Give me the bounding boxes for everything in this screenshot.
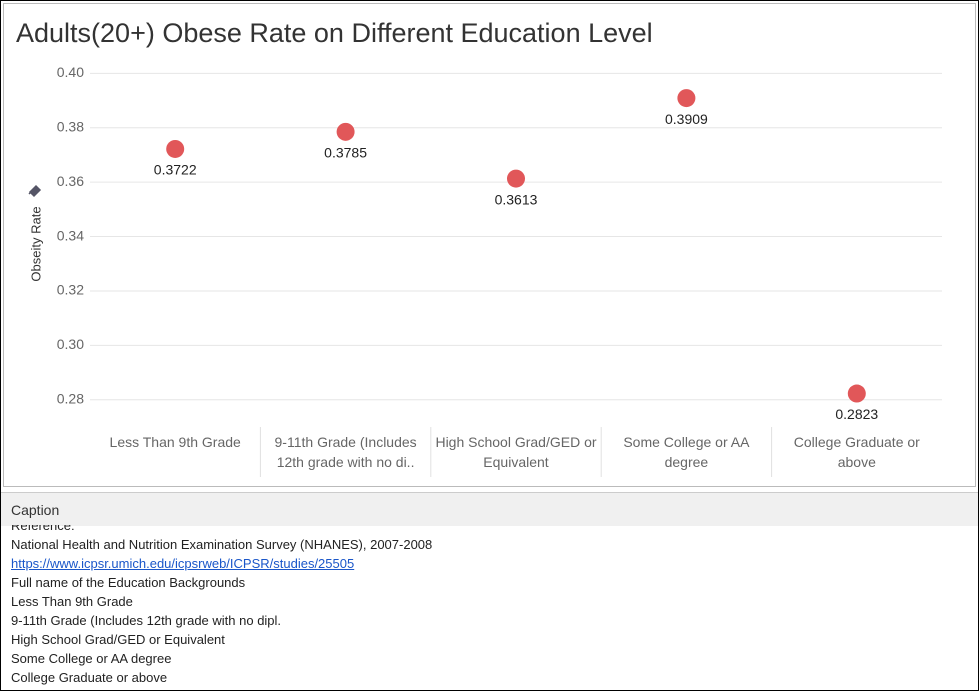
caption-note: 9-11th Grade (Includes 12th grade with n…	[11, 613, 282, 628]
x-tick-label: Some College or AA degree	[623, 434, 750, 470]
chart-title: Adults(20+) Obese Rate on Different Educ…	[16, 18, 653, 48]
dot	[847, 384, 866, 403]
chart-panel: Adults(20+) Obese Rate on Different Educ…	[3, 3, 976, 487]
x-tick-label: College Graduate or above	[793, 434, 920, 470]
x-tick-label: Less Than 9th Grade	[109, 434, 241, 450]
caption-link[interactable]: https://www.icpsr.umich.edu/icpsrweb/ICP…	[11, 556, 355, 571]
caption-note: College Graduate or above	[11, 670, 168, 685]
x-tick-label: 9-11th Grade (Includes 12th grade with n…	[274, 434, 417, 470]
value-label: 0.2823	[835, 406, 878, 422]
dot	[507, 169, 525, 188]
x-tick-label: High School Grad/GED or Equivalent	[435, 434, 597, 470]
y-tick-label: 0.32	[57, 282, 84, 298]
caption-body: Reference: National Health and Nutrition …	[11, 525, 971, 685]
caption-line: National Health and Nutrition Examinatio…	[11, 537, 433, 552]
caption-note: Some College or AA degree	[11, 651, 172, 666]
caption-title: Caption	[11, 502, 60, 518]
caption-link-row: https://www.icpsr.umich.edu/icpsrweb/ICP…	[11, 554, 971, 573]
chart: Obseity Rate 0.28 0.30 0.32 0.34 0.36 0.38 0.4…	[28, 64, 942, 477]
dot	[336, 122, 355, 141]
y-tick-label: 0.38	[57, 118, 84, 134]
caption-content: Reference: National Health and Nutrition …	[11, 525, 971, 685]
y-axis-title: Obseity Rate	[28, 206, 43, 281]
y-tick-label: 0.30	[57, 336, 84, 352]
caption-header: Caption	[1, 492, 978, 526]
caption-line: Reference:	[11, 525, 75, 533]
value-label: 0.3722	[154, 162, 197, 178]
y-tick-label: 0.34	[57, 227, 84, 243]
caption-note: Less Than 9th Grade	[11, 594, 133, 609]
value-label: 0.3909	[665, 111, 708, 127]
dot	[677, 89, 696, 108]
pin-icon	[28, 184, 42, 198]
y-tick-label: 0.36	[57, 173, 84, 189]
y-tick-label: 0.40	[57, 64, 84, 80]
caption-note: Full name of the Education Backgrounds	[11, 575, 246, 590]
y-tick-label: 0.28	[57, 390, 84, 406]
value-label: 0.3613	[495, 191, 538, 207]
value-label: 0.3785	[324, 145, 367, 161]
caption-note: High School Grad/GED or Equivalent	[11, 632, 225, 647]
dot	[166, 139, 185, 158]
